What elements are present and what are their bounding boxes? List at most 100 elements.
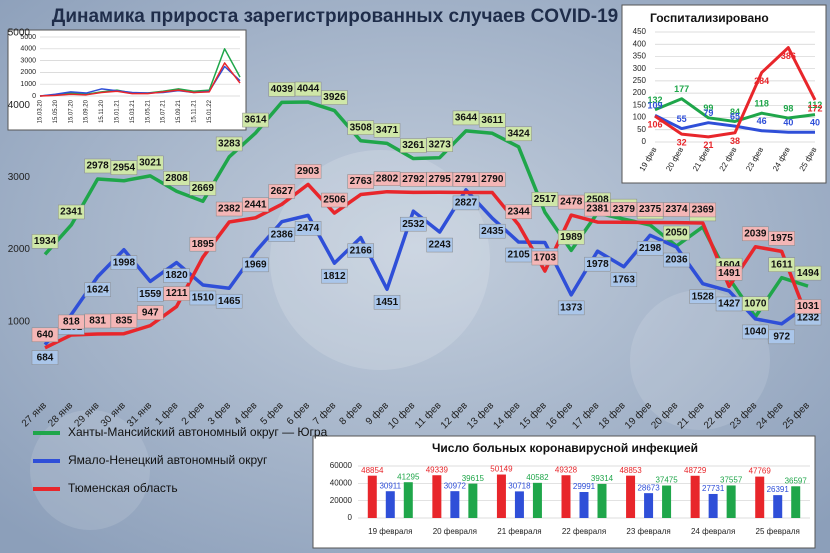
data-label-box [479, 113, 506, 128]
data-label: 2375 [639, 204, 662, 215]
data-label: 818 [63, 317, 80, 328]
data-label: 40 [810, 118, 820, 128]
data-label: 1070 [744, 298, 767, 309]
data-label: 26391 [767, 485, 790, 494]
data-label-box [136, 305, 164, 320]
bar [496, 474, 506, 518]
data-label: 386 [781, 51, 796, 61]
bar [662, 485, 672, 518]
y-tick-label: 40000 [330, 478, 353, 487]
series-line [44, 182, 810, 350]
data-label: 2379 [613, 204, 636, 215]
data-label-box [426, 137, 453, 152]
data-label-box [426, 171, 453, 187]
data-label: 84 [730, 107, 740, 117]
y-tick-label: 200 [633, 88, 647, 97]
data-label: 36597 [785, 476, 808, 485]
x-tick-label: 25 февраля [756, 527, 800, 536]
inset-title: Число больных коронавирусной инфекцией [432, 441, 698, 455]
data-label: 49339 [426, 465, 449, 474]
x-tick-label: 15.05.20 [53, 99, 59, 123]
data-label: 2627 [271, 186, 294, 197]
x-tick-label: 15.09.20 [84, 99, 90, 123]
data-label: 947 [142, 307, 159, 318]
bar [579, 492, 589, 518]
x-tick-label: 15.01.21 [115, 99, 121, 123]
y-tick-label: 250 [633, 76, 647, 85]
data-label: 41295 [397, 472, 420, 481]
data-label: 1989 [560, 232, 583, 243]
data-label-box [373, 171, 401, 186]
bar [626, 475, 636, 518]
x-tick-label: 21 февраля [497, 527, 541, 536]
data-label: 1491 [718, 268, 741, 279]
data-label: 2508 [586, 195, 609, 206]
bar [561, 475, 571, 518]
bar [532, 482, 542, 518]
data-label: 3471 [376, 125, 399, 136]
x-tick-label: 23 февраля [626, 527, 670, 536]
y-tick-label: 300 [633, 64, 647, 73]
bar [597, 483, 607, 518]
data-label: 2791 [455, 174, 478, 185]
legend-label: Ханты-Мансийский автономный округ — Югра [68, 425, 328, 439]
data-label: 109 [647, 101, 662, 111]
data-label: 55 [677, 114, 687, 124]
y-tick-label: 3000 [8, 172, 31, 183]
data-label: 172 [807, 103, 822, 113]
data-label-box [531, 192, 559, 207]
data-label: 106 [647, 119, 662, 129]
data-label-box [215, 201, 243, 217]
bar [690, 475, 700, 518]
data-label: 2386 [271, 229, 294, 240]
data-label-box [373, 123, 401, 138]
data-label: 2369 [692, 205, 715, 216]
data-label-box [110, 160, 138, 175]
data-label: 46 [757, 116, 767, 126]
data-label-box [452, 195, 480, 211]
data-label: 2166 [350, 245, 373, 256]
data-label: 1494 [797, 268, 820, 279]
data-label-box [584, 256, 611, 272]
legend-label: Ямало-Ненецкий автономный округ [68, 453, 268, 467]
data-label: 640 [37, 329, 54, 340]
data-label-box [400, 172, 427, 187]
data-label-box [294, 221, 322, 236]
data-label: 27731 [702, 484, 725, 493]
y-tick-label: 0 [642, 137, 647, 146]
data-label: 2795 [429, 174, 452, 185]
x-tick-label: 15.03.20 [38, 99, 44, 123]
data-label: 2374 [665, 204, 688, 215]
data-label-box [242, 257, 269, 273]
x-tick-label: 15.01.22 [207, 99, 213, 123]
data-label-box [321, 192, 348, 208]
y-tick-label: 5000 [20, 34, 36, 41]
data-label: 2506 [323, 195, 346, 206]
data-label: 30972 [444, 481, 467, 490]
x-tick-label: 15.07.21 [161, 99, 167, 123]
bar [468, 483, 478, 518]
data-label: 1465 [218, 296, 241, 307]
data-label-box [321, 90, 348, 105]
data-label: 1510 [192, 293, 215, 304]
bar [403, 482, 413, 518]
data-label: 1998 [113, 257, 136, 268]
data-label-box [663, 252, 690, 268]
y-tick-label: 20000 [330, 496, 353, 505]
series-line [39, 62, 241, 97]
data-label: 972 [773, 331, 790, 342]
data-label: 3261 [402, 140, 425, 151]
bar [432, 475, 442, 518]
y-tick-label: 4000 [20, 46, 36, 53]
data-label-box [163, 268, 190, 283]
data-label-box [242, 197, 269, 213]
data-label-box [163, 171, 190, 186]
bar [755, 476, 765, 518]
data-label: 47769 [749, 467, 772, 476]
bar [367, 475, 377, 518]
decor [30, 410, 150, 530]
x-tick-label: 15.11.21 [191, 99, 197, 123]
data-label: 2532 [402, 219, 425, 230]
data-label: 1812 [323, 271, 346, 282]
data-label: 29991 [573, 482, 596, 491]
